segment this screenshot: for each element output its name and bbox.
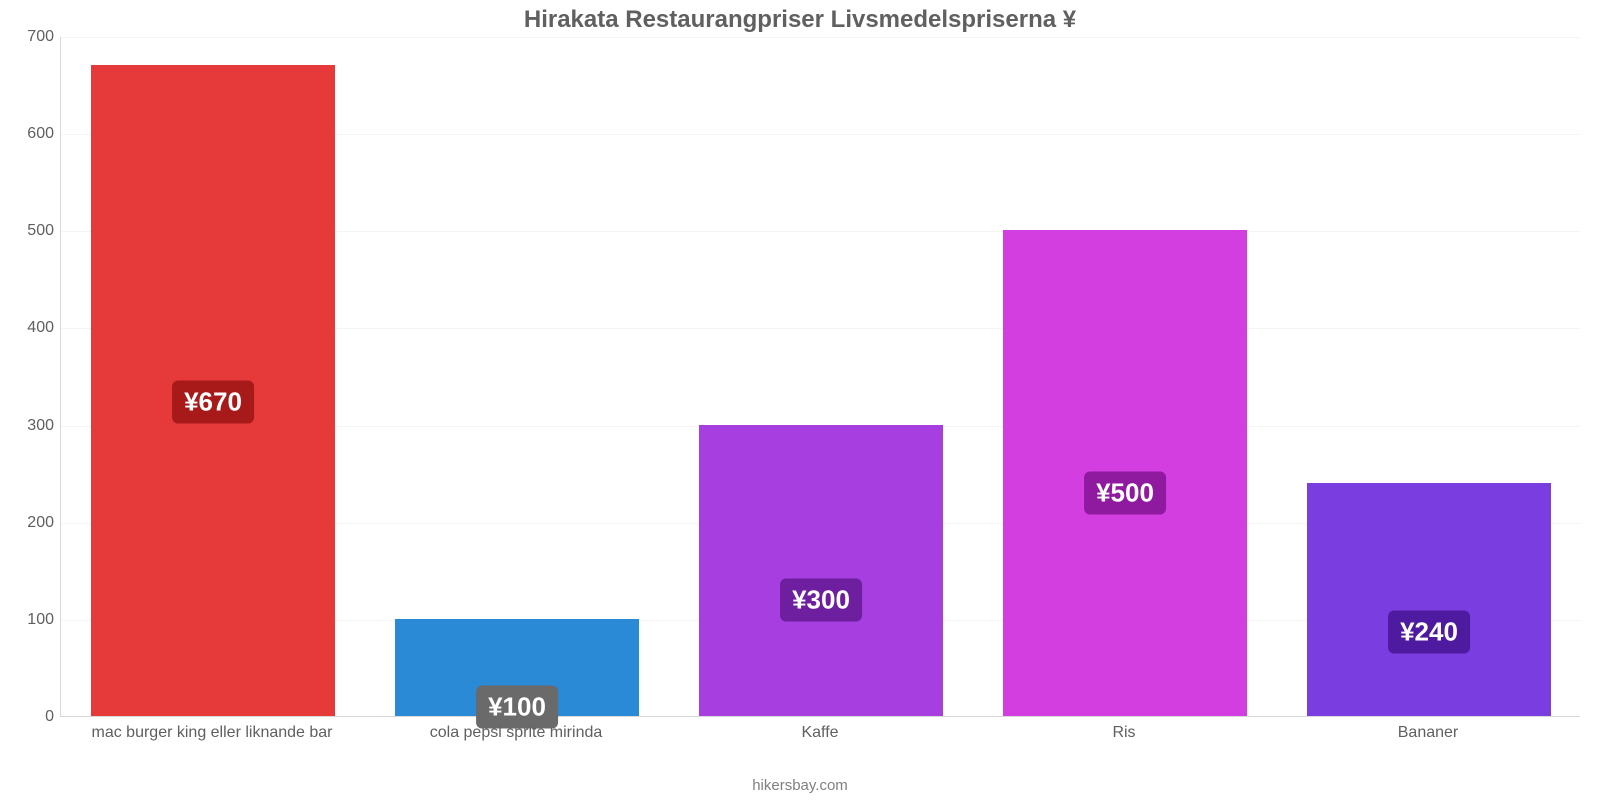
y-tick-label: 500 <box>4 222 54 240</box>
value-badge: ¥300 <box>780 578 862 621</box>
gridline <box>61 37 1580 38</box>
y-tick-label: 200 <box>4 514 54 532</box>
value-badge: ¥670 <box>172 381 254 424</box>
y-tick-label: 400 <box>4 319 54 337</box>
y-tick-label: 300 <box>4 417 54 435</box>
value-badge: ¥240 <box>1388 610 1470 653</box>
credit-text: hikersbay.com <box>0 777 1600 794</box>
bar <box>699 425 942 716</box>
x-tick-label: cola pepsi sprite mirinda <box>430 724 603 742</box>
value-badge: ¥100 <box>476 685 558 728</box>
value-badge: ¥500 <box>1084 471 1166 514</box>
price-bar-chart: Hirakata Restaurangpriser Livsmedelspris… <box>0 0 1600 800</box>
y-tick-label: 100 <box>4 611 54 629</box>
y-tick-label: 0 <box>4 708 54 726</box>
bar <box>1307 483 1550 716</box>
plot-area: ¥670¥100¥300¥500¥240 <box>60 37 1580 717</box>
y-tick-label: 600 <box>4 125 54 143</box>
chart-title: Hirakata Restaurangpriser Livsmedelspris… <box>0 6 1600 34</box>
x-tick-label: Bananer <box>1398 724 1459 742</box>
x-tick-label: Kaffe <box>801 724 838 742</box>
x-tick-label: mac burger king eller liknande bar <box>91 724 332 742</box>
x-tick-label: Ris <box>1112 724 1135 742</box>
y-tick-label: 700 <box>4 28 54 46</box>
